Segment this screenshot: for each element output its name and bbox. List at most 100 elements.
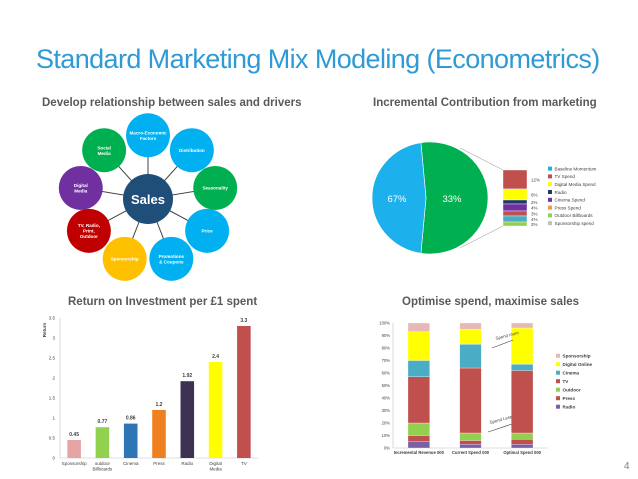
legend-label: Sponsorship spend <box>555 221 595 226</box>
annotation-arrow <box>491 339 514 349</box>
y-tick-label: 50% <box>382 383 391 388</box>
driver-node-label: Promotions <box>159 254 185 259</box>
legend-swatch <box>548 221 552 226</box>
legend-swatch <box>548 190 552 194</box>
stack-segment <box>407 441 430 449</box>
stack-segment <box>511 322 534 329</box>
stack-segment <box>407 360 430 377</box>
slide-title: Standard Marketing Mix Modeling (Econome… <box>36 44 600 74</box>
driver-node-label: Media <box>98 151 111 156</box>
annotation-text: Spend more <box>495 330 520 341</box>
breakdown-label: 4% <box>531 206 538 211</box>
breakdown-label: 2% <box>531 200 538 205</box>
driver-node-label: Seasonality <box>202 186 228 191</box>
stack-segment <box>459 329 482 345</box>
legend-swatch <box>548 213 552 218</box>
annotation-arrow <box>487 423 513 433</box>
driver-node-label: Digital <box>74 183 88 188</box>
driver-node-label: Macro-Economic <box>129 130 166 135</box>
connector-line <box>459 225 504 249</box>
stack-segment <box>459 344 482 369</box>
stack-segment <box>407 331 430 361</box>
breakdown-label: 12% <box>531 178 540 183</box>
x-tick-label: Optimal Spend 000 <box>503 450 541 455</box>
driver-node-label: & Coupons <box>159 259 184 264</box>
legend-label: Cinema Spend <box>555 198 586 203</box>
legend-swatch <box>556 379 560 384</box>
y-tick-label: 1.5 <box>49 396 56 401</box>
x-tick-label: TV <box>241 461 247 466</box>
driver-node-label: Factors <box>140 136 157 141</box>
driver-node <box>126 113 170 158</box>
stack-segment <box>511 370 534 434</box>
driver-node-label: TV, Radio, <box>78 223 100 228</box>
x-tick-label: Sponsorship <box>62 461 88 466</box>
x-tick-label: Incremental Revenue 000 <box>394 450 445 455</box>
x-tick-label: Press <box>153 461 165 466</box>
legend-label: Radio <box>563 405 576 410</box>
driver-diagram-title: Develop relationship between sales and d… <box>42 97 302 109</box>
stack-segment <box>459 432 482 441</box>
y-tick-label: 30% <box>382 408 391 413</box>
x-tick-label: Radio <box>181 461 193 466</box>
roi-bar <box>152 410 166 458</box>
stack-segment <box>511 444 534 449</box>
breakdown-label: 3% <box>531 212 538 217</box>
legend-swatch <box>556 396 560 401</box>
x-tick-label: Current Spend 000 <box>452 450 490 455</box>
driver-node-label: Sponsorship <box>111 257 139 262</box>
driver-node <box>193 165 238 210</box>
legend-swatch <box>548 197 552 202</box>
stack-segment <box>511 439 534 445</box>
legend-label: Outdoor Billboards <box>555 213 594 218</box>
driver-node <box>66 208 111 253</box>
stack-segment <box>459 322 482 330</box>
x-tick-label: Billboards <box>93 467 114 472</box>
stack-segment <box>407 435 430 442</box>
sales-center-label: Sales <box>131 192 165 207</box>
driver-node-label: Distribution <box>179 148 205 153</box>
pie-label: 33% <box>442 194 462 205</box>
optimise-chart-title: Optimise spend, maximise sales <box>402 296 580 308</box>
legend-swatch <box>548 205 552 210</box>
contribution-chart-title: Incremental Contribution from marketing <box>373 97 597 109</box>
y-tick-label: 100% <box>379 321 390 326</box>
legend-swatch <box>556 362 560 367</box>
legend-label: TV Spend <box>555 174 576 179</box>
roi-bar <box>208 362 223 458</box>
legend-swatch <box>556 370 560 375</box>
legend-label: TV <box>563 379 570 384</box>
driver-node-label: Price <box>201 229 213 234</box>
pie-slice <box>371 142 427 254</box>
x-tick-label: Cinema <box>123 461 139 466</box>
y-tick-label: 70% <box>382 358 391 363</box>
driver-node-label: Social <box>97 145 111 150</box>
connector-line <box>459 147 504 171</box>
legend-label: Press Spend <box>555 205 582 210</box>
driver-node <box>82 128 127 173</box>
roi-value-label: 3.3 <box>240 318 247 324</box>
x-tick-label: Digital <box>209 461 222 466</box>
legend-swatch <box>548 182 552 187</box>
roi-bar <box>67 440 81 458</box>
legend-swatch <box>556 353 560 358</box>
stack-segment <box>459 444 482 449</box>
y-tick-label: 0% <box>384 446 390 451</box>
driver-node <box>58 165 103 210</box>
y-tick-label: 3.5 <box>49 316 56 321</box>
stack-segment <box>407 422 430 436</box>
stack-segment <box>407 376 430 424</box>
y-tick-label: 3 <box>52 336 55 341</box>
roi-value-label: 0.45 <box>69 432 79 438</box>
breakdown-label: 4% <box>531 217 538 222</box>
driver-node-label: Media <box>74 188 87 193</box>
sales-center-node <box>123 174 173 224</box>
legend-label: Radio <box>555 190 567 195</box>
legend-label: Digital Media Spend <box>555 182 597 187</box>
stack-segment <box>511 432 534 440</box>
roi-value-label: 1.92 <box>182 373 192 379</box>
